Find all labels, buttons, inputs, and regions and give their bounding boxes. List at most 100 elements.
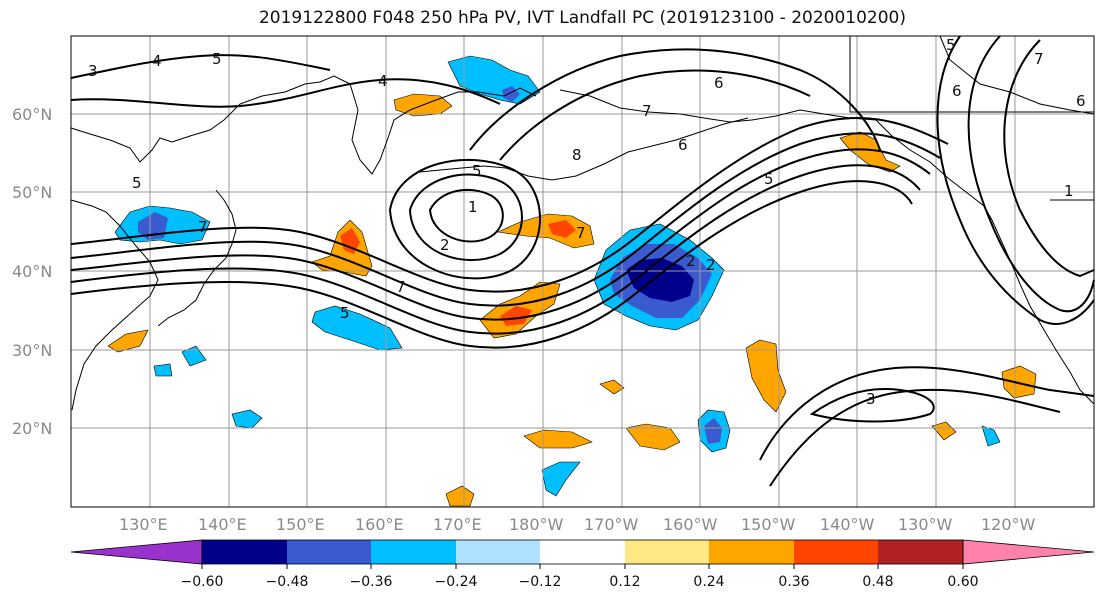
colorbar-segment xyxy=(962,539,1095,565)
colorbar-ticks xyxy=(201,564,964,569)
fill-south-negative-a xyxy=(541,461,581,497)
fill-small-negative-a xyxy=(181,345,207,367)
contour-label: 6 xyxy=(952,82,962,100)
contour-label: 5 xyxy=(132,174,142,192)
map-border xyxy=(70,35,1095,508)
fill-small-positive-b xyxy=(445,485,475,507)
contour-label: 7 xyxy=(198,218,208,236)
contour-trough-e-2 xyxy=(967,35,1095,313)
lon-label: 140°W xyxy=(820,515,875,534)
contour-label: 7 xyxy=(576,224,586,242)
contour-label: 1 xyxy=(468,198,478,216)
fill-small-positive-d xyxy=(931,421,957,441)
contour-label: 3 xyxy=(866,390,876,408)
fill-subtropical-core-a xyxy=(500,306,532,326)
fill-nw-core xyxy=(340,228,360,254)
contour-low-3 xyxy=(388,158,541,280)
contour-label: 6 xyxy=(678,136,688,154)
colorbar-segment xyxy=(70,539,203,565)
contour-label: 4 xyxy=(152,52,162,70)
contour-label: 2 xyxy=(686,252,696,270)
contour-label: 5 xyxy=(212,50,222,68)
lon-label: 140°E xyxy=(198,515,247,534)
lat-label: 20°N xyxy=(12,419,52,438)
colorbar-label: 0.36 xyxy=(778,574,809,590)
contour-trough-e-3 xyxy=(1003,39,1095,278)
contour-label: 1 xyxy=(1064,182,1074,200)
contour-label: 5 xyxy=(764,170,774,188)
fill-south-negative-b xyxy=(231,409,263,429)
fill-gulf-alaska-positive xyxy=(839,131,901,173)
fill-small-negative-c xyxy=(981,425,1001,447)
contour-subtrop-1 xyxy=(759,366,1095,461)
fill-dateline-core xyxy=(548,220,576,238)
lon-label: 150°W xyxy=(741,515,796,534)
contour-subtrop-3 xyxy=(809,388,935,423)
fill-small-positive-a xyxy=(107,329,149,353)
lon-label: 130°E xyxy=(119,515,168,534)
contour-upper-2 xyxy=(469,48,881,151)
colorbar-segment xyxy=(625,540,709,564)
lat-label: 30°N xyxy=(12,341,52,360)
lat-label: 50°N xyxy=(12,183,52,202)
colorbar-label: 0.24 xyxy=(693,574,724,590)
lon-label: 150°E xyxy=(276,515,325,534)
contour-jet-5 xyxy=(70,116,949,293)
colorbar-label: −0.24 xyxy=(435,574,478,590)
contour-label: 2 xyxy=(706,256,716,274)
contour-label: 6 xyxy=(714,74,724,92)
latitude-labels: 60°N 50°N 40°N 30°N 20°N xyxy=(12,105,52,438)
contour-label: 6 xyxy=(1076,92,1086,110)
contour-label: 7 xyxy=(396,278,406,296)
contour-nw-top xyxy=(70,54,331,79)
colorbar-label: −0.36 xyxy=(350,574,393,590)
contour-subtrop-2 xyxy=(769,388,1061,487)
fill-small-positive-c xyxy=(599,379,625,395)
contour-upper-1 xyxy=(70,78,501,108)
lon-label: 120°W xyxy=(981,515,1036,534)
colorbar-label: 0.12 xyxy=(609,574,640,590)
colorbar: −0.60 −0.48 −0.36 −0.24 −0.12 0.12 0.24 … xyxy=(70,539,1095,590)
lon-label: 170°E xyxy=(433,515,482,534)
contour-low-2 xyxy=(408,173,523,262)
contour-upper-3 xyxy=(499,69,811,161)
colorbar-tick-labels: −0.60 −0.48 −0.36 −0.24 −0.12 0.12 0.24 … xyxy=(181,574,979,590)
contour-trough-e-1 xyxy=(936,35,1095,325)
coastlines xyxy=(70,35,1095,411)
map-panel: 3 4 5 4 5 6 7 7 8 6 7 5 6 1 2 5 7 7 6 2 … xyxy=(70,35,1095,508)
colorbar-segment xyxy=(540,540,625,564)
contour-label: 4 xyxy=(378,72,388,90)
fill-small-negative-b xyxy=(153,363,173,377)
lon-label: 130°W xyxy=(898,515,953,534)
colorbar-segment xyxy=(794,540,878,564)
fill-hawaii-core xyxy=(704,418,722,444)
contour-label: 5 xyxy=(472,162,482,180)
contour-label: 7 xyxy=(642,102,652,120)
contour-jet-4 xyxy=(70,132,941,307)
colorbar-frame xyxy=(201,539,964,565)
fill-subtropics-east-positive xyxy=(745,339,787,413)
longitude-labels: 130°E 140°E 150°E 160°E 170°E 180°W 170°… xyxy=(119,515,1036,534)
colorbar-segment xyxy=(202,540,287,564)
lon-label: 170°W xyxy=(584,515,639,534)
contour-label: 5 xyxy=(340,304,350,322)
colorbar-segment xyxy=(287,540,371,564)
colorbar-label: −0.60 xyxy=(181,574,224,590)
fill-south-positive-b xyxy=(625,423,681,451)
colorbar-segment xyxy=(709,540,794,564)
colorbar-label: −0.12 xyxy=(519,574,562,590)
colorbar-segment xyxy=(456,540,540,564)
coastline-japan xyxy=(157,189,237,327)
coastline-korea-china xyxy=(70,199,159,411)
colorbar-segment xyxy=(371,540,456,564)
colorbar-segment xyxy=(878,540,963,564)
coastline-alaska xyxy=(559,89,1095,405)
fill-south-positive-c xyxy=(1001,365,1037,399)
contour-label: 5 xyxy=(946,36,956,54)
contour-label: 7 xyxy=(1034,50,1044,68)
lat-label: 60°N xyxy=(12,105,52,124)
contour-jet-2 xyxy=(70,164,921,335)
lat-label: 40°N xyxy=(12,262,52,281)
lon-label: 180°W xyxy=(509,515,564,534)
